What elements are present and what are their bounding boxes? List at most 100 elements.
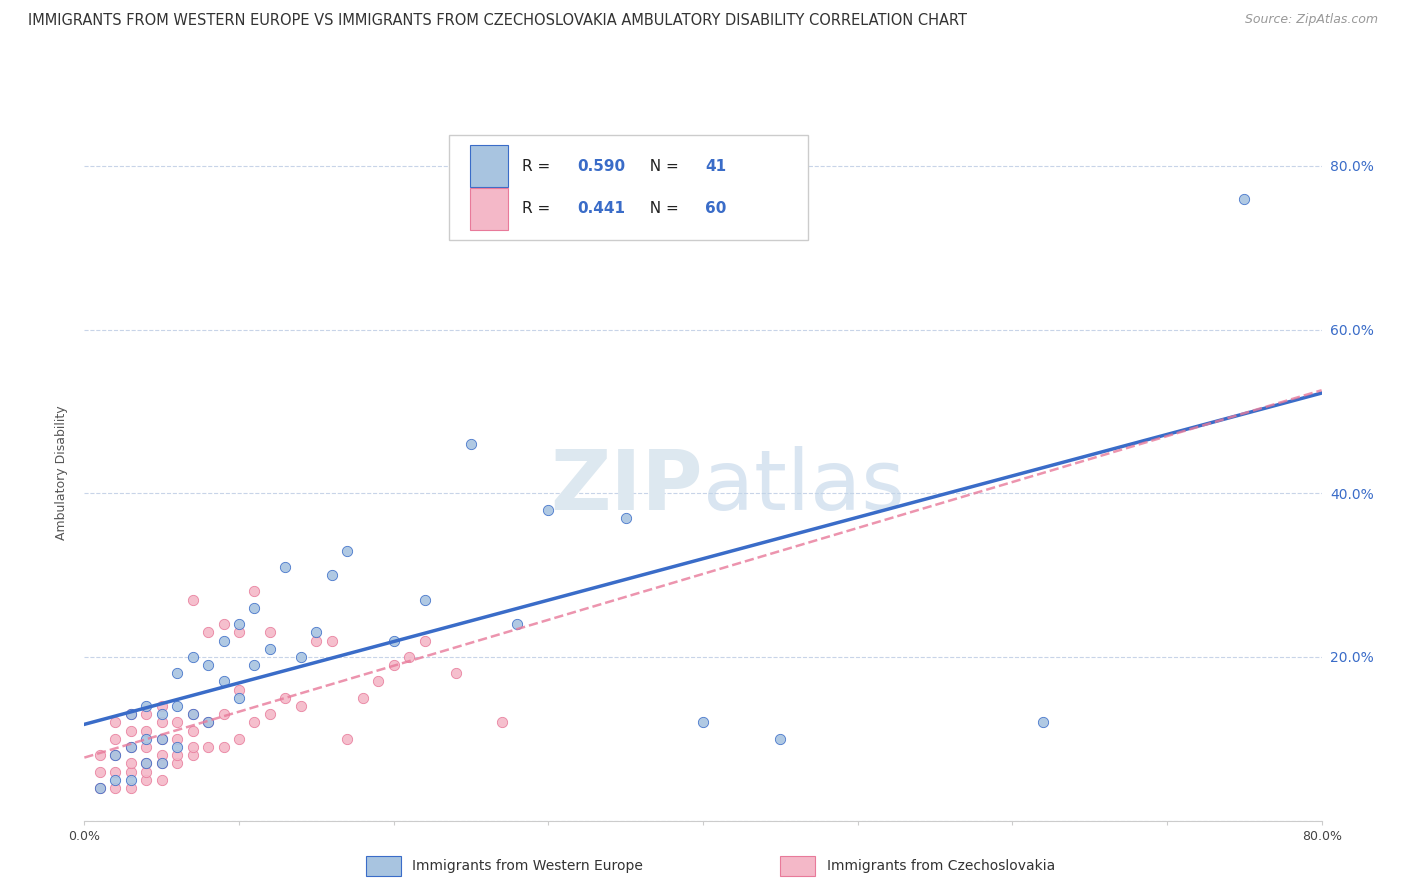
Point — [150, 748, 173, 763]
Text: 41: 41 — [706, 159, 727, 174]
Point — [135, 756, 157, 771]
Point — [243, 658, 266, 673]
Point — [104, 772, 127, 787]
Point — [135, 707, 157, 722]
Point — [135, 723, 157, 738]
Point — [135, 756, 157, 771]
Bar — [471, 188, 508, 230]
Point — [150, 699, 173, 714]
Point — [336, 731, 359, 746]
Point — [305, 625, 328, 640]
Point — [89, 780, 111, 795]
Point — [259, 641, 281, 656]
Point — [1233, 192, 1256, 206]
Text: IMMIGRANTS FROM WESTERN EUROPE VS IMMIGRANTS FROM CZECHOSLOVAKIA AMBULATORY DISA: IMMIGRANTS FROM WESTERN EUROPE VS IMMIGR… — [28, 13, 967, 29]
Point — [228, 625, 250, 640]
Point — [181, 723, 204, 738]
Y-axis label: Ambulatory Disability: Ambulatory Disability — [55, 406, 69, 540]
Point — [181, 592, 204, 607]
Point — [104, 715, 127, 730]
Point — [89, 764, 111, 779]
Text: ZIP: ZIP — [551, 446, 703, 527]
Text: R =: R = — [523, 202, 555, 217]
Point — [166, 666, 188, 681]
Point — [336, 543, 359, 558]
Point — [166, 699, 188, 714]
Point — [135, 772, 157, 787]
FancyBboxPatch shape — [450, 136, 808, 240]
Point — [197, 625, 219, 640]
Point — [150, 772, 173, 787]
Point — [120, 723, 142, 738]
Point — [321, 633, 343, 648]
Point — [197, 715, 219, 730]
Text: Immigrants from Czechoslovakia: Immigrants from Czechoslovakia — [827, 859, 1054, 873]
Point — [150, 707, 173, 722]
Point — [212, 617, 235, 632]
Point — [104, 780, 127, 795]
Point — [614, 510, 637, 524]
Point — [228, 617, 250, 632]
Point — [321, 568, 343, 582]
Point — [212, 707, 235, 722]
Point — [120, 739, 142, 754]
Point — [444, 666, 467, 681]
Point — [367, 674, 389, 689]
Point — [166, 748, 188, 763]
Point — [413, 633, 436, 648]
Text: 60: 60 — [706, 202, 727, 217]
Point — [120, 780, 142, 795]
Point — [769, 731, 792, 746]
Bar — [471, 145, 508, 187]
Text: N =: N = — [640, 202, 683, 217]
Point — [228, 690, 250, 705]
Text: 0.441: 0.441 — [576, 202, 624, 217]
Point — [692, 715, 714, 730]
Point — [135, 739, 157, 754]
Point — [120, 707, 142, 722]
Point — [212, 633, 235, 648]
Point — [537, 502, 560, 516]
Point — [181, 649, 204, 664]
Point — [259, 707, 281, 722]
Point — [212, 674, 235, 689]
Point — [243, 584, 266, 599]
Point — [197, 658, 219, 673]
Point — [197, 715, 219, 730]
Text: 0.590: 0.590 — [576, 159, 624, 174]
Point — [104, 764, 127, 779]
Point — [166, 731, 188, 746]
Point — [181, 739, 204, 754]
Text: Immigrants from Western Europe: Immigrants from Western Europe — [412, 859, 643, 873]
Point — [382, 658, 405, 673]
Text: N =: N = — [640, 159, 683, 174]
Point — [197, 739, 219, 754]
Point — [104, 748, 127, 763]
Point — [290, 699, 312, 714]
Point — [120, 707, 142, 722]
Point — [89, 780, 111, 795]
Point — [274, 560, 297, 574]
Point — [150, 731, 173, 746]
Point — [259, 625, 281, 640]
Point — [150, 715, 173, 730]
Point — [460, 437, 482, 451]
Point — [274, 690, 297, 705]
Point — [150, 756, 173, 771]
Point — [120, 764, 142, 779]
Point — [166, 739, 188, 754]
Point — [135, 731, 157, 746]
Point — [506, 617, 529, 632]
Point — [135, 764, 157, 779]
Point — [104, 731, 127, 746]
Point — [212, 739, 235, 754]
Point — [150, 731, 173, 746]
Point — [181, 748, 204, 763]
Point — [120, 739, 142, 754]
Text: Source: ZipAtlas.com: Source: ZipAtlas.com — [1244, 13, 1378, 27]
Point — [491, 715, 513, 730]
Point — [181, 707, 204, 722]
Point — [228, 682, 250, 697]
Point — [290, 649, 312, 664]
Text: R =: R = — [523, 159, 555, 174]
